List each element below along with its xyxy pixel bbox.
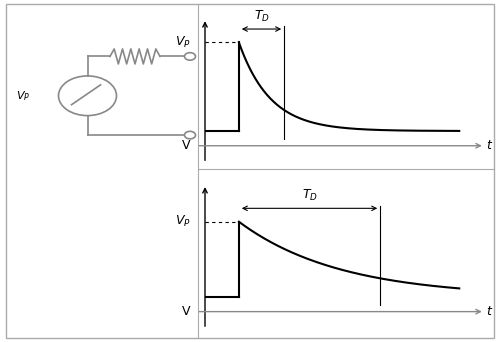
Text: $V_P$: $V_P$ bbox=[175, 35, 191, 50]
Text: V: V bbox=[182, 305, 191, 318]
Text: $V_P$: $V_P$ bbox=[16, 89, 30, 103]
Text: $V_P$: $V_P$ bbox=[175, 214, 191, 229]
Text: t: t bbox=[486, 305, 491, 318]
Text: $T_D$: $T_D$ bbox=[302, 188, 318, 203]
Text: V: V bbox=[182, 139, 191, 152]
Text: $T_D$: $T_D$ bbox=[254, 9, 270, 24]
Text: t: t bbox=[486, 139, 491, 152]
